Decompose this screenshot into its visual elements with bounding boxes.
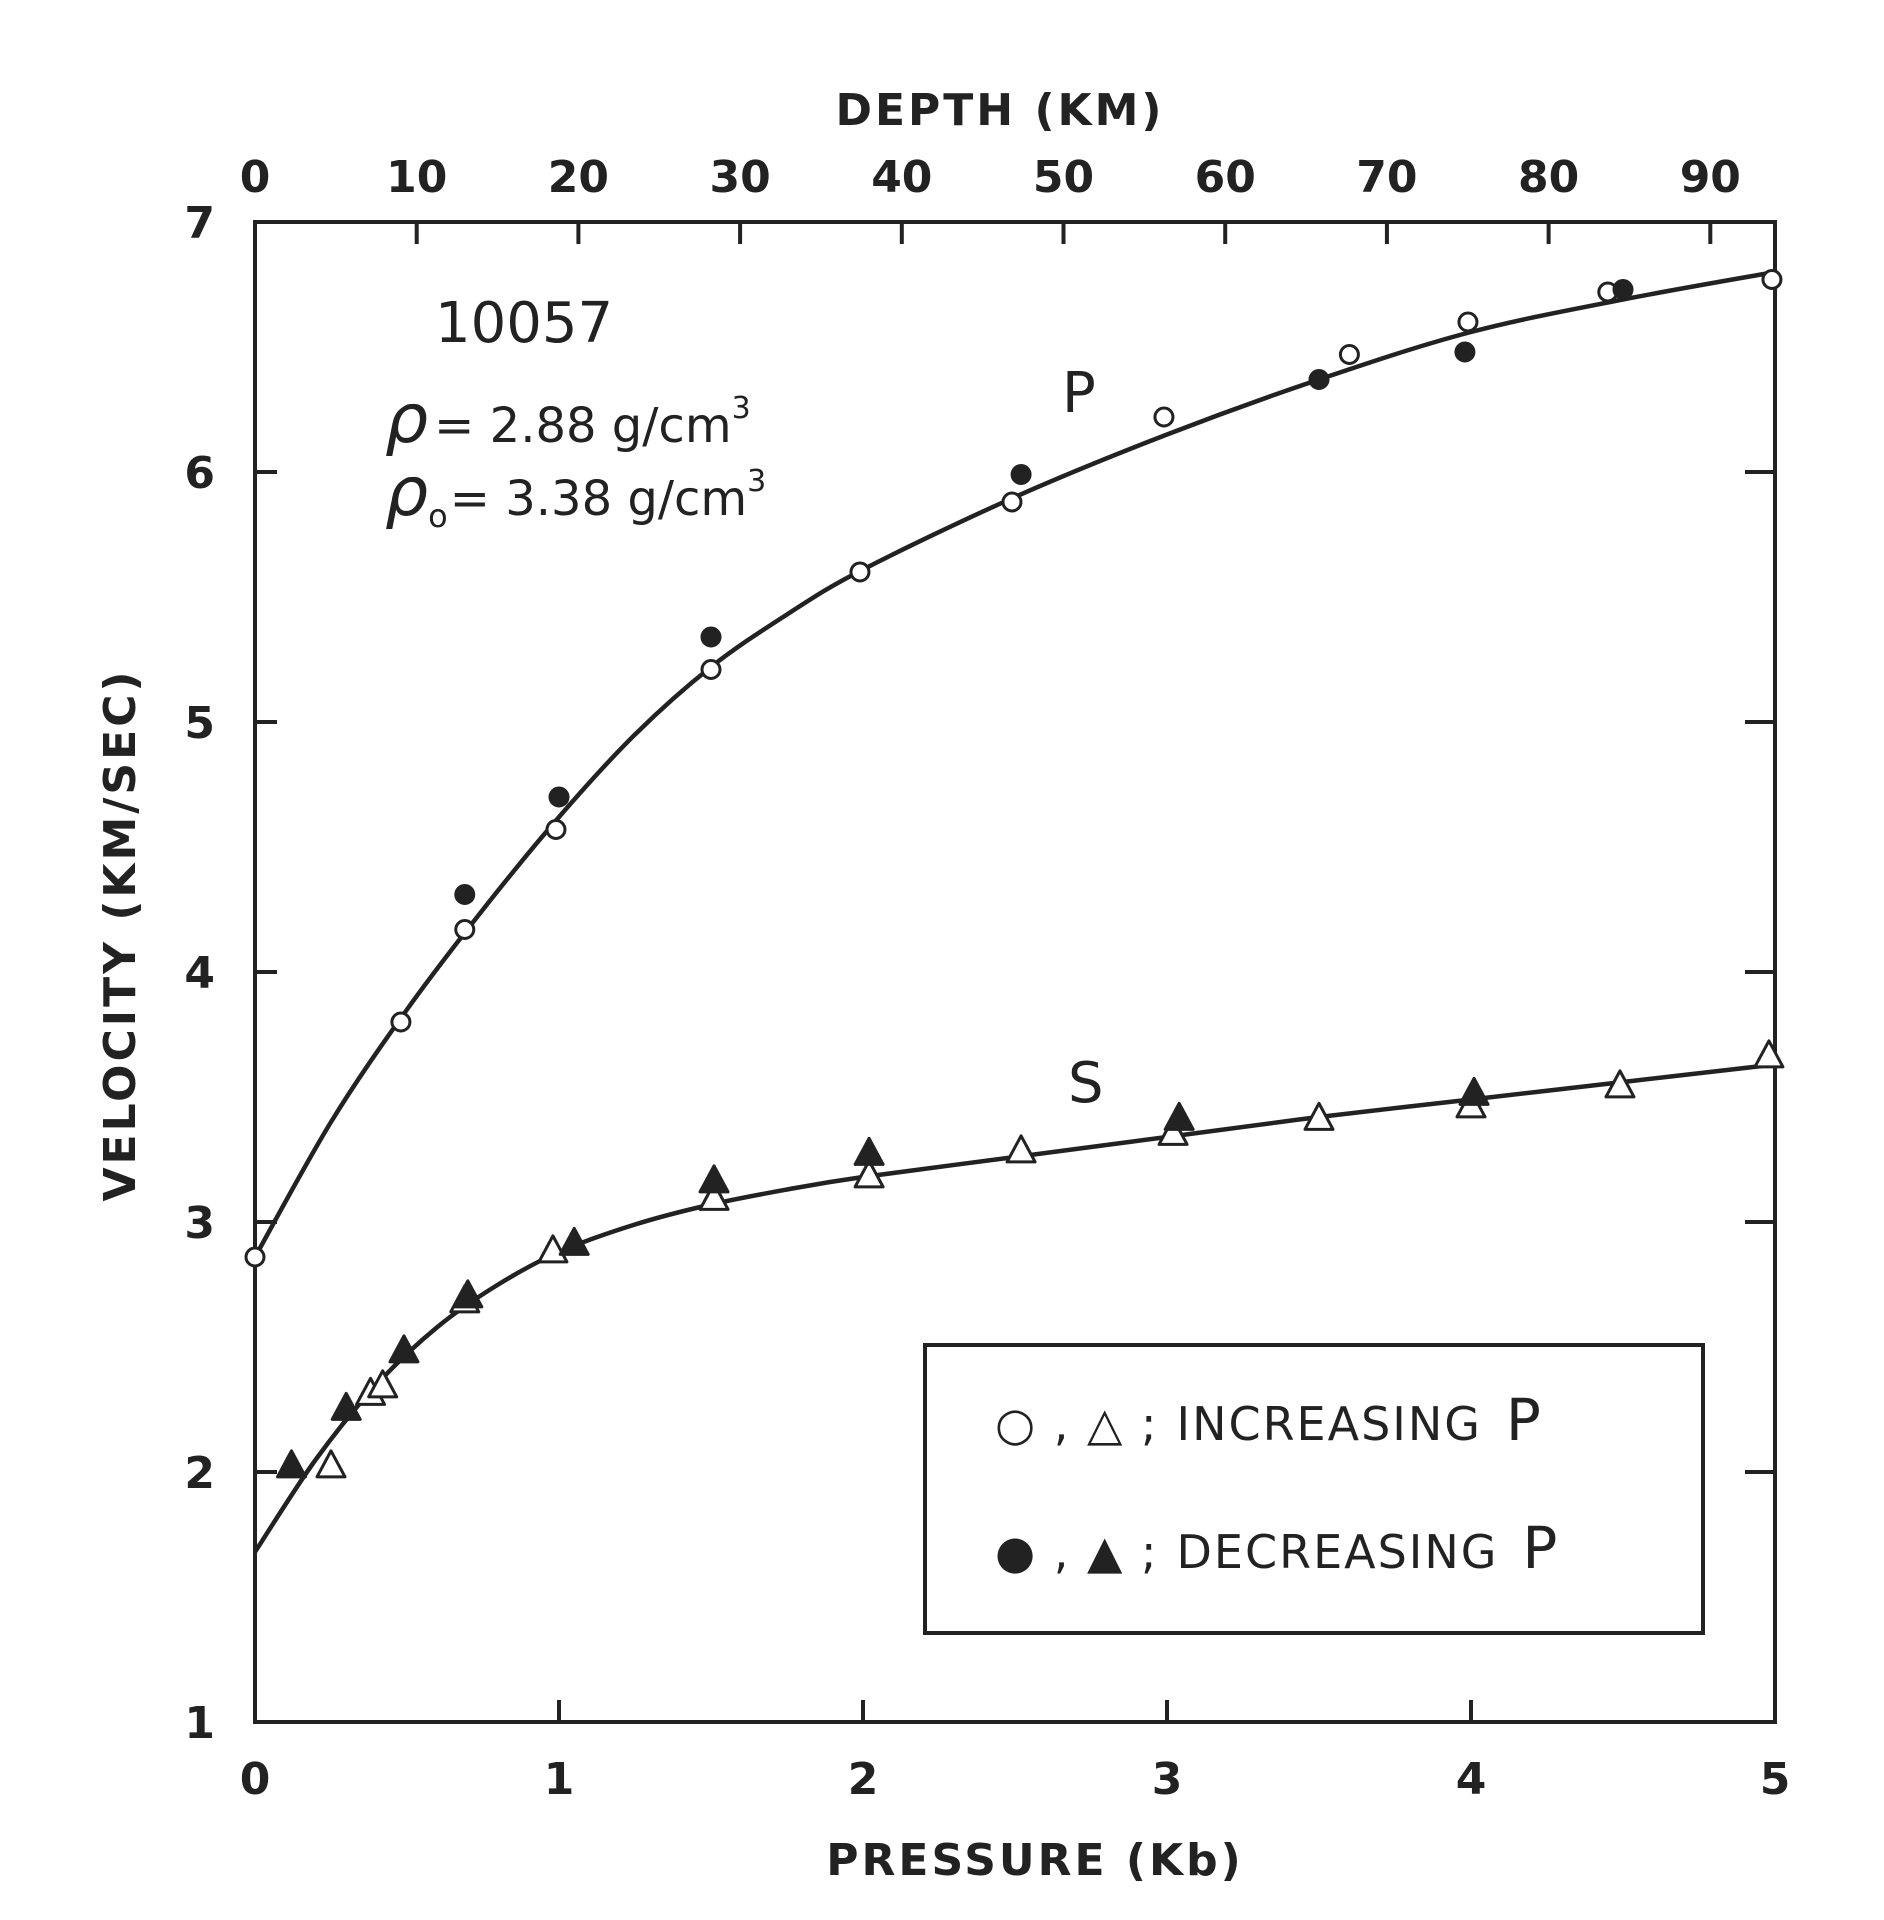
depth-tick-label: 30 [709,152,770,203]
fit-curves [253,269,1776,1554]
s-decreasing-point [1458,1076,1490,1106]
rho0-line: ρo= 3.38 g/cm3 [385,453,766,535]
rho-symbol: ρ [385,380,428,459]
rho0-value: = 3.38 g/cm [450,471,747,527]
y-tick-label: 6 [184,448,215,499]
y-tick-label: 1 [184,1698,215,1749]
p-increasing-point [700,659,722,680]
s-decreasing-point [1163,1101,1195,1131]
s-increasing-point [853,1159,885,1189]
y-axis-title: VELOCITY (KM/SEC) [95,668,146,1201]
p-decreasing-point [1454,341,1476,363]
s-decreasing-point [452,1279,484,1309]
x-tick-label: 0 [240,1754,271,1805]
legend-entry-increasing: ○ , △ ; INCREASING P [995,1386,1543,1454]
s-decreasing-point [558,1226,590,1256]
p-decreasing-point [454,884,476,905]
p-increasing-point [1338,344,1360,365]
y-tick-label: 5 [184,698,215,749]
depth-axis-ticks: 0 10 20 30 40 50 60 70 80 90 [240,152,1741,244]
legend-increasing-p: P [1506,1386,1543,1454]
legend-increasing-text: INCREASING [1177,1397,1482,1451]
rho-value: = 2.88 g/cm [434,398,731,454]
depth-tick-label: 20 [548,152,609,203]
p-increasing-point [1153,406,1175,428]
x-tick-label: 4 [1456,1754,1487,1805]
s-increasing-point [1005,1134,1037,1164]
sample-id: 10057 [435,291,613,356]
p-increasing-point [849,561,871,583]
legend-box [923,1343,1705,1635]
p-curve-label: P [1062,361,1096,426]
legend-entry-decreasing: ● , ▲ ; DECREASING P [995,1514,1559,1582]
legend: ○ , △ ; INCREASING P ● , ▲ ; DECREASING P [923,1343,1705,1635]
x-tick-label: 1 [544,1754,575,1805]
x-tick-label: 3 [1152,1754,1183,1805]
s-increasing-point [1157,1116,1189,1146]
depth-tick-label: 80 [1518,152,1579,203]
depth-tick-label: 70 [1356,152,1417,203]
p-fit-curve [253,269,1776,1259]
s-increasing-point [698,1181,730,1211]
x-tick-label: 2 [848,1754,879,1805]
s-decreasing-point [853,1136,885,1166]
depth-axis-title: DEPTH (KM) [835,85,1164,136]
s-fit-curve [253,1062,1776,1554]
depth-tick-label: 10 [386,152,447,203]
p-increasing-point [1001,491,1023,513]
p-increasing-point [545,819,567,840]
s-curve-label: S [1068,1051,1104,1116]
s-increasing-point [367,1369,399,1399]
rho-exponent: 3 [732,391,751,426]
legend-decreasing-symbols: ● , ▲ ; [995,1525,1159,1579]
depth-tick-label: 60 [1195,152,1256,203]
s-decreasing-point [388,1334,420,1364]
s-decreasing-point [330,1391,362,1421]
y-tick-label: 3 [184,1198,215,1249]
s-increasing-point [1303,1101,1335,1131]
x-axis-ticks: 0 1 2 3 4 5 [240,1700,1791,1805]
depth-tick-label: 40 [871,152,932,203]
p-decreasing-point [1010,464,1032,485]
s-increasing-point [1753,1039,1785,1069]
legend-decreasing-p: P [1522,1514,1559,1582]
s-decreasing-point [698,1164,730,1194]
legend-decreasing-text: DECREASING [1177,1525,1499,1579]
depth-tick-label: 90 [1680,152,1741,203]
y-tick-label: 4 [184,948,215,999]
depth-tick-label: 50 [1033,152,1094,203]
y-tick-label: 7 [184,198,215,249]
data-markers [244,269,1785,1479]
sample-annotation: 10057 ρ = 2.88 g/cm3 ρo= 3.38 g/cm3 [385,291,766,535]
s-increasing-point [1604,1069,1636,1099]
p-decreasing-point [1308,369,1330,390]
p-decreasing-point [700,626,722,648]
p-increasing-point [390,1011,412,1033]
p-decreasing-point [548,786,570,808]
x-tick-label: 5 [1760,1754,1791,1805]
p-increasing-point [1457,311,1479,333]
s-increasing-point [315,1449,347,1479]
y-axis-ticks: 1 2 3 4 5 6 7 [184,198,1775,1749]
p-decreasing-point [1612,279,1634,300]
p-increasing-point [1761,269,1783,290]
p-increasing-point [244,1246,266,1268]
x-axis-title: PRESSURE (Kb) [826,1835,1243,1886]
rho-line: ρ = 2.88 g/cm3 [385,380,751,459]
legend-increasing-symbols: ○ , △ ; [995,1397,1159,1451]
rho0-exponent: 3 [747,464,766,499]
rho0-subscript: o [428,497,448,535]
y-tick-label: 2 [184,1448,215,1499]
p-increasing-point [454,919,476,940]
s-decreasing-point [275,1449,307,1479]
rho0-symbol: ρ [385,453,428,532]
depth-tick-label: 0 [240,152,271,203]
